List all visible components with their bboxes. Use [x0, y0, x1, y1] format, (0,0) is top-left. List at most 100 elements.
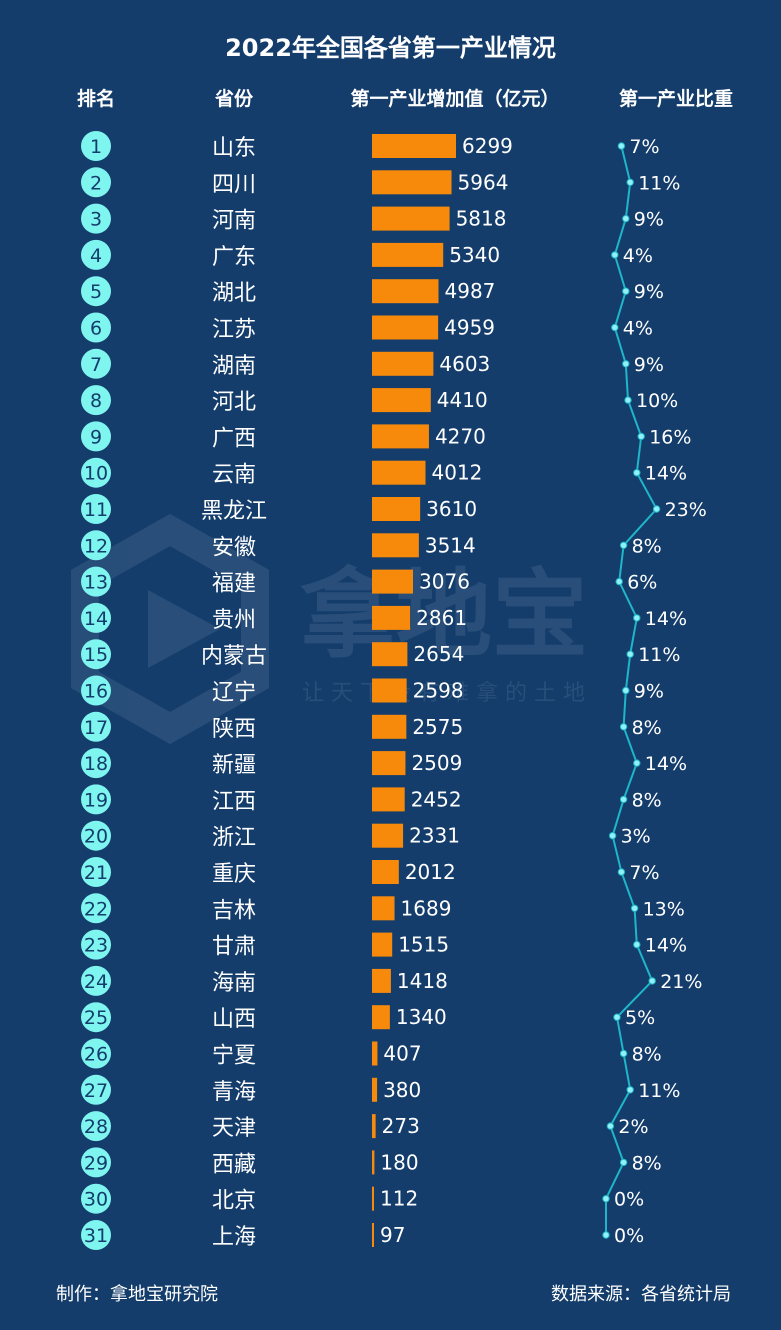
chart-row: 31 上海 97 — [81, 1220, 405, 1250]
share-point — [606, 1122, 615, 1130]
rank-badge — [81, 1111, 111, 1142]
chart-row: 25 山西 1340 — [81, 1002, 447, 1033]
share-point — [611, 251, 619, 259]
rank-label: 11 — [84, 499, 108, 521]
share-points: 7%11%9%4%9%4%9%10%16%14%23%8%6%14%11%9%8… — [602, 136, 707, 1247]
share-label: 9% — [634, 281, 664, 303]
value-bar — [372, 1150, 375, 1175]
share-point — [648, 977, 656, 985]
share-label: 8% — [632, 535, 662, 557]
rank-badge — [81, 893, 111, 924]
rank-badge — [81, 602, 111, 633]
chart-row: 28 天津 273 — [81, 1111, 420, 1142]
value-bar — [372, 497, 421, 521]
rank-badge — [81, 748, 111, 779]
share-point — [633, 759, 641, 767]
share-point — [619, 1049, 628, 1058]
header-value: 第一产业增加值（亿元） — [350, 88, 560, 110]
value-label: 2012 — [405, 860, 456, 884]
rank-badge — [81, 1038, 111, 1069]
rank-label: 15 — [84, 644, 108, 666]
value-label: 2598 — [413, 679, 464, 703]
chart-row: 1 山东 6299 — [81, 131, 513, 161]
value-bar — [372, 823, 404, 848]
share-label: 9% — [634, 209, 664, 231]
chart-row: 17 陕西 2575 — [81, 711, 463, 742]
value-label: 6299 — [462, 134, 513, 158]
rank-label: 9 — [90, 426, 102, 448]
share-point — [637, 432, 645, 441]
province-label: 甘肃 — [212, 935, 256, 960]
rank-badge — [81, 784, 111, 815]
chart-row: 16 辽宁 2598 — [81, 675, 464, 706]
province-label: 北京 — [212, 1189, 256, 1214]
share-point — [622, 214, 630, 223]
chart-row: 22 吉林 1689 — [81, 893, 452, 924]
share-label: 2% — [618, 1116, 648, 1138]
value-label: 97 — [380, 1223, 405, 1247]
rank-badge — [81, 385, 111, 416]
chart-row: 30 北京 112 — [81, 1183, 418, 1214]
chart-row: 13 福建 3076 — [81, 566, 470, 597]
value-bar — [372, 896, 395, 921]
rank-label: 24 — [84, 971, 108, 993]
value-bar — [372, 388, 431, 413]
share-label: 16% — [649, 426, 691, 448]
value-bar — [372, 1186, 374, 1211]
rank-badge — [81, 1074, 111, 1105]
chart-row: 24 海南 1418 — [81, 965, 448, 996]
value-bar — [372, 170, 452, 195]
share-point — [626, 178, 634, 187]
rank-label: 29 — [84, 1152, 108, 1174]
rank-label: 4 — [90, 245, 102, 267]
share-point — [626, 650, 634, 658]
value-bar — [372, 134, 456, 158]
province-label: 黑龙江 — [201, 499, 267, 524]
rank-badge — [81, 675, 111, 706]
share-point — [613, 1013, 621, 1021]
rank-badge — [81, 820, 111, 851]
chart-row: 10 云南 4012 — [81, 457, 482, 488]
rank-badge — [81, 457, 111, 488]
value-label: 2861 — [416, 606, 467, 630]
rank-label: 1 — [90, 136, 102, 158]
province-label: 江西 — [212, 789, 256, 814]
value-bar — [372, 206, 450, 231]
share-label: 6% — [627, 572, 657, 594]
chart-row: 12 安徽 3514 — [81, 530, 476, 561]
share-label: 11% — [638, 644, 680, 666]
value-label: 2575 — [412, 715, 463, 739]
chart-row: 3 河南 5818 — [81, 203, 506, 234]
rank-label: 27 — [84, 1080, 108, 1102]
rank-badge — [81, 1147, 111, 1178]
chart-row: 15 内蒙古 2654 — [81, 639, 464, 670]
province-label: 四川 — [212, 172, 256, 197]
province-label: 安徽 — [212, 535, 256, 560]
chart-row: 7 湖南 4603 — [81, 348, 490, 379]
value-label: 5964 — [458, 170, 509, 194]
share-label: 7% — [629, 136, 659, 158]
province-label: 江苏 — [212, 318, 256, 343]
share-label: 8% — [632, 1152, 662, 1174]
value-label: 380 — [383, 1078, 421, 1102]
value-label: 1689 — [401, 896, 452, 920]
province-label: 吉林 — [212, 898, 256, 923]
share-label: 4% — [623, 245, 653, 267]
header-rank: 排名 — [76, 88, 116, 110]
chart-row: 27 青海 380 — [81, 1074, 421, 1105]
share-point — [602, 1231, 610, 1239]
value-label: 3610 — [426, 497, 477, 521]
value-label: 180 — [380, 1150, 418, 1174]
share-label: 9% — [634, 354, 664, 376]
rank-label: 21 — [84, 862, 108, 884]
rank-label: 10 — [84, 463, 108, 485]
value-bar — [372, 1114, 376, 1139]
share-label: 4% — [623, 318, 653, 340]
share-point — [619, 1158, 628, 1167]
value-bar — [372, 751, 406, 776]
watermark-brand: 拿地宝 — [300, 559, 588, 671]
rank-badge — [81, 1220, 111, 1250]
rank-label: 12 — [84, 535, 108, 557]
share-point — [630, 904, 639, 912]
province-label: 湖北 — [212, 281, 256, 306]
